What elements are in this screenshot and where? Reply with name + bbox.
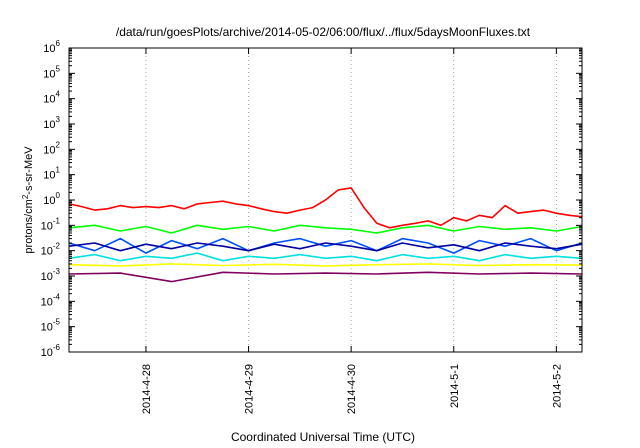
x-axis: 2014-4-28 2014-4-29 2014-4-30 2014-5-1 2014-… xyxy=(141,48,563,414)
series-line xyxy=(68,242,583,252)
y-axis: 10-610-510-410-310-210-11001011021031041… xyxy=(41,39,582,359)
y-axis-label-exponent: 2 xyxy=(21,194,30,199)
y-tick-base: 10 xyxy=(43,94,55,106)
y-tick-exponent: -3 xyxy=(53,267,61,276)
x-tick-label: 2014-4-28 xyxy=(141,364,153,414)
y-tick-label: 104 xyxy=(43,90,60,106)
x-gridlines xyxy=(145,48,557,352)
x-axis-label: Coordinated Universal Time (UTC) xyxy=(231,430,415,444)
x-tick-label: 2014-4-29 xyxy=(244,364,256,414)
y-tick-exponent: -1 xyxy=(53,216,61,225)
y-tick-base: 10 xyxy=(41,246,53,258)
y-tick-exponent: -6 xyxy=(53,343,61,352)
y-tick-base: 10 xyxy=(41,220,53,232)
y-tick-base: 10 xyxy=(41,322,53,334)
y-tick-exponent: 3 xyxy=(56,115,61,124)
y-tick-label: 10-2 xyxy=(41,242,61,258)
y-tick-exponent: 0 xyxy=(56,191,61,200)
y-tick-label: 10-3 xyxy=(41,267,61,283)
series-line xyxy=(68,263,583,267)
series-line xyxy=(68,224,583,234)
y-tick-exponent: -2 xyxy=(53,242,61,251)
y-axis-label-main: protons/cm xyxy=(23,199,35,253)
y-tick-label: 102 xyxy=(43,140,60,156)
y-tick-label: 105 xyxy=(43,64,60,80)
x-tick-label: 2014-5-1 xyxy=(449,364,461,408)
y-tick-label: 10-4 xyxy=(41,292,61,308)
y-tick-label: 101 xyxy=(43,166,60,182)
x-tick-label: 2014-5-2 xyxy=(551,364,563,408)
series-line xyxy=(68,271,583,283)
y-tick-base: 10 xyxy=(41,271,53,283)
y-tick-exponent: 5 xyxy=(56,64,61,73)
y-tick-exponent: 1 xyxy=(56,166,61,175)
y-tick-base: 10 xyxy=(43,170,55,182)
y-tick-base: 10 xyxy=(43,68,55,80)
y-tick-base: 10 xyxy=(41,347,53,359)
series-line xyxy=(68,187,583,229)
series-line xyxy=(68,252,583,262)
series-line xyxy=(68,237,583,254)
y-tick-label: 10-6 xyxy=(41,343,61,359)
x-tick-label: 2014-4-30 xyxy=(346,364,358,414)
y-tick-base: 10 xyxy=(43,43,55,55)
y-tick-exponent: 6 xyxy=(56,39,61,48)
y-tick-base: 10 xyxy=(43,195,55,207)
y-tick-exponent: -4 xyxy=(53,292,61,301)
y-tick-exponent: 2 xyxy=(56,140,61,149)
y-tick-label: 103 xyxy=(43,115,60,131)
y-tick-exponent: 4 xyxy=(56,90,61,99)
y-tick-base: 10 xyxy=(43,119,55,131)
y-tick-label: 100 xyxy=(43,191,60,207)
y-tick-label: 10-5 xyxy=(41,318,61,334)
y-axis-label: protons/cm2-s-sr-MeV xyxy=(21,146,36,254)
y-tick-label: 10-1 xyxy=(41,216,61,232)
y-tick-base: 10 xyxy=(41,296,53,308)
y-tick-base: 10 xyxy=(43,144,55,156)
y-axis-label-units: -s-sr-MeV xyxy=(23,146,35,195)
chart-title: /data/run/goesPlots/archive/2014-05-02/0… xyxy=(116,25,531,39)
y-tick-exponent: -5 xyxy=(53,318,61,327)
y-tick-label: 106 xyxy=(43,39,60,55)
series-group xyxy=(68,187,583,283)
